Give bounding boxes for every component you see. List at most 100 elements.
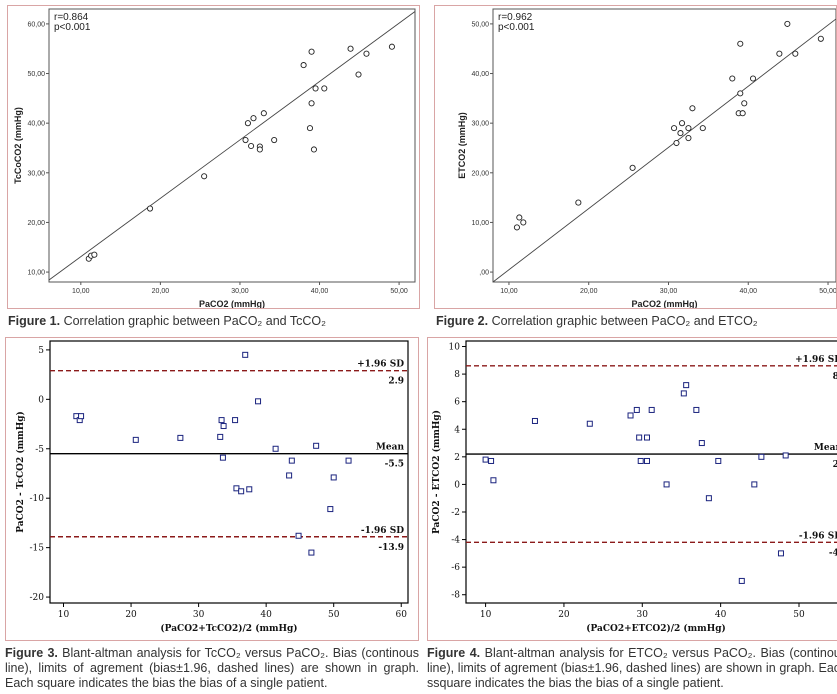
- fig2-data-point: [516, 214, 523, 221]
- fig3-data-point: [330, 474, 337, 481]
- fig2-data-point: [729, 75, 736, 82]
- fig4-data-point: [643, 434, 650, 441]
- fig3-y-tick-label: -5: [35, 445, 44, 455]
- fig2-y-tick-label: ,00: [479, 270, 489, 277]
- fig3-1-96-sd-label: -1.96 SD: [361, 526, 404, 536]
- fig4-y-tick-label: 0: [454, 480, 460, 490]
- fig2-data-point: [739, 110, 746, 117]
- fig4-data-point: [488, 457, 495, 464]
- fig2-x-axis-title: PaCO2 (mmHg): [631, 299, 697, 308]
- fig1-data-point: [260, 110, 267, 117]
- fig4-data-point: [643, 457, 650, 464]
- fig4-data-point: [693, 406, 700, 413]
- fig1-data-point: [308, 48, 315, 55]
- fig4-mean-label: Mean: [814, 443, 837, 453]
- fig1-data-point: [310, 146, 318, 153]
- fig1-data-point: [146, 205, 154, 212]
- fig2-p-value: p<0.001: [498, 22, 535, 33]
- fig3-data-point: [308, 549, 315, 556]
- fig4-y-tick-label: 2: [454, 453, 460, 463]
- fig3-data-point: [345, 457, 352, 464]
- fig1-data-point: [321, 85, 328, 92]
- fig2-r-value: r=0.962: [498, 12, 533, 23]
- fig2-data-point: [749, 75, 757, 82]
- fig1-data-point: [363, 50, 370, 57]
- figure-4-caption-clip: Figure 4. Blant-altman analysis for ETCO…: [427, 646, 837, 694]
- fig3-data-point: [219, 454, 226, 461]
- fig3-x-tick-label: 30: [193, 610, 205, 620]
- fig1-x-tick-label: 50,00: [390, 288, 408, 295]
- fig2-data-point: [685, 135, 692, 142]
- fig1-data-point: [271, 136, 278, 144]
- fig2-y-axis-title: ETCO2 (mmHg): [457, 112, 467, 179]
- fig3-1-96-sd-label: +1.96 SD: [357, 360, 404, 370]
- fig1-x-tick-label: 30,00: [231, 288, 249, 295]
- fig2-data-point: [737, 90, 744, 97]
- fig4-data-point: [648, 406, 655, 413]
- fig2-data-point: [792, 50, 799, 57]
- figure-2-caption-label: Figure 2.: [436, 314, 489, 328]
- fig4-y-tick-label: 6: [454, 398, 460, 408]
- fig3-x-tick-label: 10: [58, 610, 70, 620]
- fig3-data-point: [218, 417, 225, 424]
- fig4-data-point: [777, 550, 784, 557]
- figure-1-caption-label: Figure 1.: [8, 314, 61, 328]
- fig2-y-tick-label: 10,00: [471, 220, 489, 227]
- fig4-y-tick-label: -8: [451, 591, 460, 601]
- fig3-data-point: [217, 433, 224, 440]
- fig4-data-point: [683, 382, 690, 389]
- fig1-x-tick-label: 40,00: [311, 288, 329, 295]
- fig3-data-point: [272, 445, 279, 452]
- fig1-y-tick-label: 30,00: [27, 170, 45, 177]
- fig1-data-point: [250, 115, 257, 122]
- fig3-data-point: [220, 423, 227, 430]
- fig4-plot-frame: [465, 340, 837, 604]
- fig3-1-96-sd-value: -13.9: [378, 543, 404, 553]
- fig3-plot-frame: [49, 340, 409, 604]
- fig4-x-axis-title: (PaCO2+ETCO2)/2 (mmHg): [586, 623, 726, 634]
- fig3-mean-label: Mean: [376, 443, 405, 453]
- fig1-r-value: r=0.864: [54, 12, 89, 23]
- fig1-x-tick-label: 10,00: [72, 288, 90, 295]
- fig2-data-point: [677, 130, 684, 137]
- fig3-1-96-sd-value: 2.9: [388, 377, 404, 387]
- fig4-y-tick-label: -6: [451, 563, 460, 573]
- fig1-data-point: [256, 146, 263, 153]
- fig3-data-point: [132, 436, 139, 443]
- fig4-data-point: [636, 434, 643, 441]
- fig3-y-tick-label: 0: [38, 395, 44, 405]
- fig1-data-point: [347, 45, 354, 52]
- fig3-data-point: [232, 417, 239, 424]
- figure-3-caption: Figure 3. Blant-altman analysis for TcCO…: [5, 646, 419, 691]
- fig3-y-tick-label: -20: [30, 593, 45, 603]
- fig4-data-point: [680, 390, 687, 397]
- fig1-data-point: [248, 142, 255, 150]
- fig1-y-tick-label: 50,00: [27, 71, 45, 78]
- fig3-x-tick-label: 40: [260, 610, 272, 620]
- fig2-data-point: [737, 40, 744, 47]
- fig2-data-point: [629, 164, 636, 171]
- fig3-data-point: [288, 457, 295, 464]
- fig4-data-point: [715, 457, 722, 464]
- fig2-x-tick-label: 10,00: [500, 288, 518, 295]
- fig2-x-tick-label: 50,00: [819, 288, 836, 295]
- fig4-data-point: [663, 481, 670, 488]
- fig3-y-tick-label: -10: [30, 494, 45, 504]
- figure-1-caption-text: Correlation graphic between PaCO₂ and Tc…: [60, 314, 326, 328]
- fig2-y-tick-label: 20,00: [471, 170, 489, 177]
- fig3-data-point: [78, 413, 85, 420]
- figure-3-panel: 10 20 30 40 50 60 5 0 -5 -10 -15 -20 +1.96 SD 2.9 Mean…: [5, 337, 419, 641]
- fig4-data-point: [531, 417, 538, 424]
- fig1-regression-line: [48, 11, 416, 281]
- fig1-y-tick-label: 20,00: [27, 220, 45, 227]
- fig2-data-point: [520, 219, 527, 226]
- fig1-data-point: [306, 125, 314, 132]
- fig1-data-point: [312, 85, 319, 92]
- fig4-data-point: [738, 577, 745, 584]
- fig4-y-tick-label: -4: [451, 536, 460, 546]
- fig2-data-point: [575, 199, 582, 206]
- fig1-data-point: [300, 62, 307, 69]
- figure-4-caption: Figure 4. Blant-altman analysis for ETCO…: [427, 646, 837, 691]
